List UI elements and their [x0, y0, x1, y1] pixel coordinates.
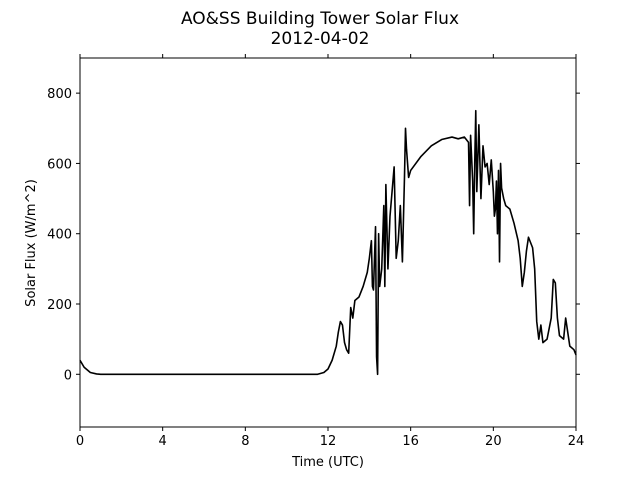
x-tick-label: 12 — [320, 434, 337, 449]
x-tick-label: 4 — [159, 434, 167, 449]
chart-subtitle: 2012-04-02 — [271, 29, 370, 49]
chart-title: AO&SS Building Tower Solar Flux — [181, 9, 459, 29]
x-tick-label: 20 — [485, 434, 502, 449]
y-axis-label: Solar Flux (W/m^2) — [24, 179, 39, 307]
y-tick-label: 400 — [47, 228, 72, 243]
y-tick-label: 800 — [47, 87, 72, 102]
series-line — [79, 109, 577, 376]
x-tick-label: 0 — [76, 434, 84, 449]
y-tick-label: 0 — [64, 368, 72, 383]
x-tick-label: 8 — [241, 434, 249, 449]
x-tick-label: 16 — [402, 434, 419, 449]
x-axis-label: Time (UTC) — [291, 455, 364, 470]
plot-frame — [79, 57, 577, 428]
y-tick-label: 600 — [47, 157, 72, 172]
y-tick-label: 200 — [47, 298, 72, 313]
x-tick-label: 24 — [568, 434, 585, 449]
